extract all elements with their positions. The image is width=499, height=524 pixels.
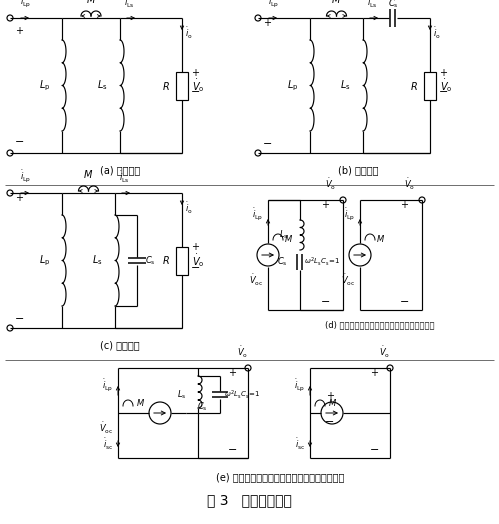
Text: $\dot{V}_{\rm o}$: $\dot{V}_{\rm o}$ xyxy=(192,77,205,94)
Text: $L_{\rm s}$: $L_{\rm s}$ xyxy=(278,229,288,241)
Text: $M$: $M$ xyxy=(136,398,145,409)
Text: −: − xyxy=(191,88,201,97)
Bar xyxy=(176,246,188,275)
Text: $L_{\rm s}$: $L_{\rm s}$ xyxy=(177,388,186,401)
Text: $\dot{i}_{\rm Lp}$: $\dot{i}_{\rm Lp}$ xyxy=(20,0,31,10)
Text: $\dot{V}_{\rm o}$: $\dot{V}_{\rm o}$ xyxy=(440,77,453,94)
Text: $\dot{i}_{\rm o}$: $\dot{i}_{\rm o}$ xyxy=(185,26,193,41)
Text: −: − xyxy=(370,445,379,455)
Text: $L_{\rm p}$: $L_{\rm p}$ xyxy=(39,78,50,93)
Text: $\dot{i}_{\rm o}$: $\dot{i}_{\rm o}$ xyxy=(185,201,193,216)
Bar xyxy=(176,71,188,100)
Text: $\dot{i}_{\rm Lp}$: $\dot{i}_{\rm Lp}$ xyxy=(294,378,305,394)
Text: $\dot{V}_{\rm oc}$: $\dot{V}_{\rm oc}$ xyxy=(249,273,263,288)
Text: $\dot{i}_{\rm Lp}$: $\dot{i}_{\rm Lp}$ xyxy=(20,169,31,185)
Text: $\dot{V}_{\rm o}$: $\dot{V}_{\rm o}$ xyxy=(404,177,415,192)
Text: $\dot{i}_{\rm o}$: $\dot{i}_{\rm o}$ xyxy=(433,26,441,41)
Text: (a) 未加补偿: (a) 未加补偿 xyxy=(100,165,140,175)
Text: $\dot{V}_{\rm oc}$: $\dot{V}_{\rm oc}$ xyxy=(99,420,113,436)
Bar xyxy=(424,71,436,100)
Text: $\dot{i}_{\rm Ls}$: $\dot{i}_{\rm Ls}$ xyxy=(124,0,135,10)
Text: −: − xyxy=(191,263,201,272)
Text: −: − xyxy=(15,137,24,147)
Text: $\dot{V}_{\rm o}$: $\dot{V}_{\rm o}$ xyxy=(238,345,249,360)
Text: −: − xyxy=(439,88,449,97)
Text: $L_{\rm s}$: $L_{\rm s}$ xyxy=(97,79,108,92)
Text: $M$: $M$ xyxy=(86,0,96,5)
Text: $M$: $M$ xyxy=(284,233,293,244)
Text: 图 3   副边补偿电路: 图 3 副边补偿电路 xyxy=(207,493,291,507)
Text: (d) 副边串联补偿且处于谐振时的等效变换电路: (d) 副边串联补偿且处于谐振时的等效变换电路 xyxy=(325,320,435,329)
Text: +: + xyxy=(228,368,236,378)
Text: $\omega^2 L_{\rm s}C_{\rm s}\!=\!1$: $\omega^2 L_{\rm s}C_{\rm s}\!=\!1$ xyxy=(304,256,340,268)
Text: $\dot{i}_{\rm Lp}$: $\dot{i}_{\rm Lp}$ xyxy=(102,378,113,394)
Text: +: + xyxy=(326,391,334,401)
Text: $M$: $M$ xyxy=(376,233,385,244)
Text: $\dot{V}_{\rm o}$: $\dot{V}_{\rm o}$ xyxy=(379,345,391,360)
Text: $\dot{i}_{\rm Ls}$: $\dot{i}_{\rm Ls}$ xyxy=(119,170,130,185)
Text: +: + xyxy=(15,193,23,203)
Text: (b) 串联补偿: (b) 串联补偿 xyxy=(338,165,378,175)
Text: $\dot{i}_{\rm Lp}$: $\dot{i}_{\rm Lp}$ xyxy=(344,207,355,223)
Text: $M$: $M$ xyxy=(83,168,94,180)
Text: $L_{\rm p}$: $L_{\rm p}$ xyxy=(39,253,50,268)
Text: −: − xyxy=(228,445,238,455)
Text: $\dot{i}_{\rm Ls}$: $\dot{i}_{\rm Ls}$ xyxy=(367,0,377,10)
Text: −: − xyxy=(325,417,335,427)
Text: +: + xyxy=(439,68,447,78)
Text: $C_{\rm s}$: $C_{\rm s}$ xyxy=(277,256,288,268)
Text: −: − xyxy=(263,139,272,149)
Text: (e) 副边并联补偿且处于谐振时的等效变换电路: (e) 副边并联补偿且处于谐振时的等效变换电路 xyxy=(216,472,344,482)
Text: $C_{\rm s}$: $C_{\rm s}$ xyxy=(388,0,398,10)
Text: −: − xyxy=(321,297,330,307)
Text: +: + xyxy=(15,26,23,36)
Text: $R$: $R$ xyxy=(162,80,170,92)
Text: $L_{\rm s}$: $L_{\rm s}$ xyxy=(92,254,103,267)
Text: $\dot{V}_{\rm o}$: $\dot{V}_{\rm o}$ xyxy=(192,252,205,269)
Text: $\dot{i}_{\rm sc}$: $\dot{i}_{\rm sc}$ xyxy=(294,436,305,452)
Text: +: + xyxy=(400,200,408,210)
Text: $R$: $R$ xyxy=(410,80,418,92)
Text: $\dot{V}_{\rm oc}$: $\dot{V}_{\rm oc}$ xyxy=(341,273,355,288)
Text: +: + xyxy=(263,18,271,28)
Text: +: + xyxy=(191,243,199,253)
Text: $R$: $R$ xyxy=(162,255,170,267)
Text: $\omega^2 L_{\rm s}C_{\rm s}\!=\!1$: $\omega^2 L_{\rm s}C_{\rm s}\!=\!1$ xyxy=(224,388,260,401)
Text: $M$: $M$ xyxy=(328,398,337,409)
Text: $\dot{i}_{\rm Lp}$: $\dot{i}_{\rm Lp}$ xyxy=(252,207,263,223)
Text: $\dot{V}_{\rm o}$: $\dot{V}_{\rm o}$ xyxy=(325,177,336,192)
Text: $C_{\rm s}$: $C_{\rm s}$ xyxy=(197,400,208,413)
Text: $L_{\rm s}$: $L_{\rm s}$ xyxy=(340,79,351,92)
Text: −: − xyxy=(15,314,24,324)
Text: $\dot{i}_{\rm Lp}$: $\dot{i}_{\rm Lp}$ xyxy=(268,0,279,10)
Text: $L_{\rm p}$: $L_{\rm p}$ xyxy=(287,78,298,93)
Text: (c) 并联补偿: (c) 并联补偿 xyxy=(100,340,140,350)
Text: $\dot{i}_{\rm sc}$: $\dot{i}_{\rm sc}$ xyxy=(103,436,113,452)
Text: $M$: $M$ xyxy=(331,0,342,5)
Text: +: + xyxy=(321,200,329,210)
Text: −: − xyxy=(400,297,409,307)
Text: $C_{\rm s}$: $C_{\rm s}$ xyxy=(145,254,156,267)
Text: +: + xyxy=(370,368,378,378)
Text: +: + xyxy=(191,68,199,78)
